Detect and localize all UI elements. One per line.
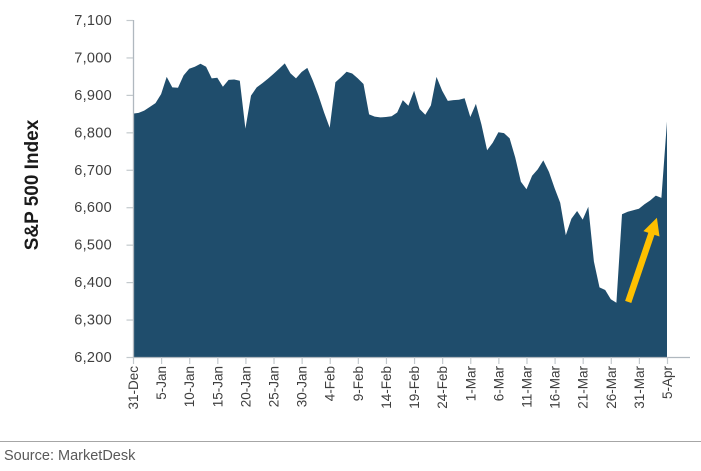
x-tick-label: 20-Jan (238, 366, 253, 407)
x-tick-label: 5-Apr (660, 365, 675, 399)
x-tick-label: 14-Feb (379, 366, 394, 409)
arrow-head (643, 217, 660, 237)
x-tick-label: 19-Feb (407, 366, 422, 409)
x-tick-label: 15-Jan (210, 366, 225, 407)
x-tick-label: 31-Dec (126, 366, 141, 410)
axes (132, 20, 690, 359)
x-tick-label: 31-Mar (632, 366, 647, 409)
y-tick-label: 6,600 (74, 200, 112, 216)
x-tick-label: 4-Feb (323, 366, 338, 401)
x-tick-label: 25-Jan (267, 366, 282, 407)
x-tick-label: 21-Mar (576, 366, 591, 409)
source-divider (0, 441, 701, 442)
source-text: Source: MarketDesk (4, 448, 136, 464)
y-tick-label: 6,900 (74, 88, 112, 104)
y-tick-label: 6,300 (74, 313, 112, 329)
y-tick-label: 6,200 (74, 350, 112, 366)
y-tick-label: 6,800 (74, 125, 112, 141)
x-tick-label: 5-Jan (154, 366, 169, 400)
x-tick-label: 26-Mar (604, 366, 619, 409)
y-tick-label: 6,700 (74, 163, 112, 179)
arrow-shaft (625, 229, 656, 304)
x-axis-ticks: 31-Dec 5-Jan 10-Jan 15-Jan 20-Jan 25-Jan 30-Ja… (126, 357, 675, 410)
sp500-area (133, 63, 667, 358)
area-series (133, 63, 667, 358)
x-tick-label: 16-Mar (548, 366, 563, 409)
x-tick-label: 11-Mar (519, 366, 534, 408)
x-tick-label: 6-Mar (491, 366, 506, 402)
y-tick-label: 7,000 (74, 50, 112, 66)
trend-arrow-annotation (625, 217, 660, 304)
sp500-index-area-chart: 6,200 6,300 6,400 6,500 6,600 6,700 6,800 6,900… (22, 13, 690, 410)
x-tick-label: 10-Jan (182, 366, 197, 407)
y-axis-title: S&P 500 Index (22, 119, 43, 250)
x-tick-label: 30-Jan (295, 366, 310, 407)
x-tick-label: 24-Feb (435, 366, 450, 409)
x-tick-label: 9-Feb (351, 366, 366, 401)
y-tick-label: 6,400 (74, 275, 112, 291)
y-axis-ticks: 6,200 6,300 6,400 6,500 6,600 6,700 6,800 6,900… (74, 13, 133, 366)
y-tick-label: 7,100 (74, 13, 112, 29)
x-tick-label: 1-Mar (463, 366, 478, 402)
y-tick-label: 6,500 (74, 238, 112, 254)
